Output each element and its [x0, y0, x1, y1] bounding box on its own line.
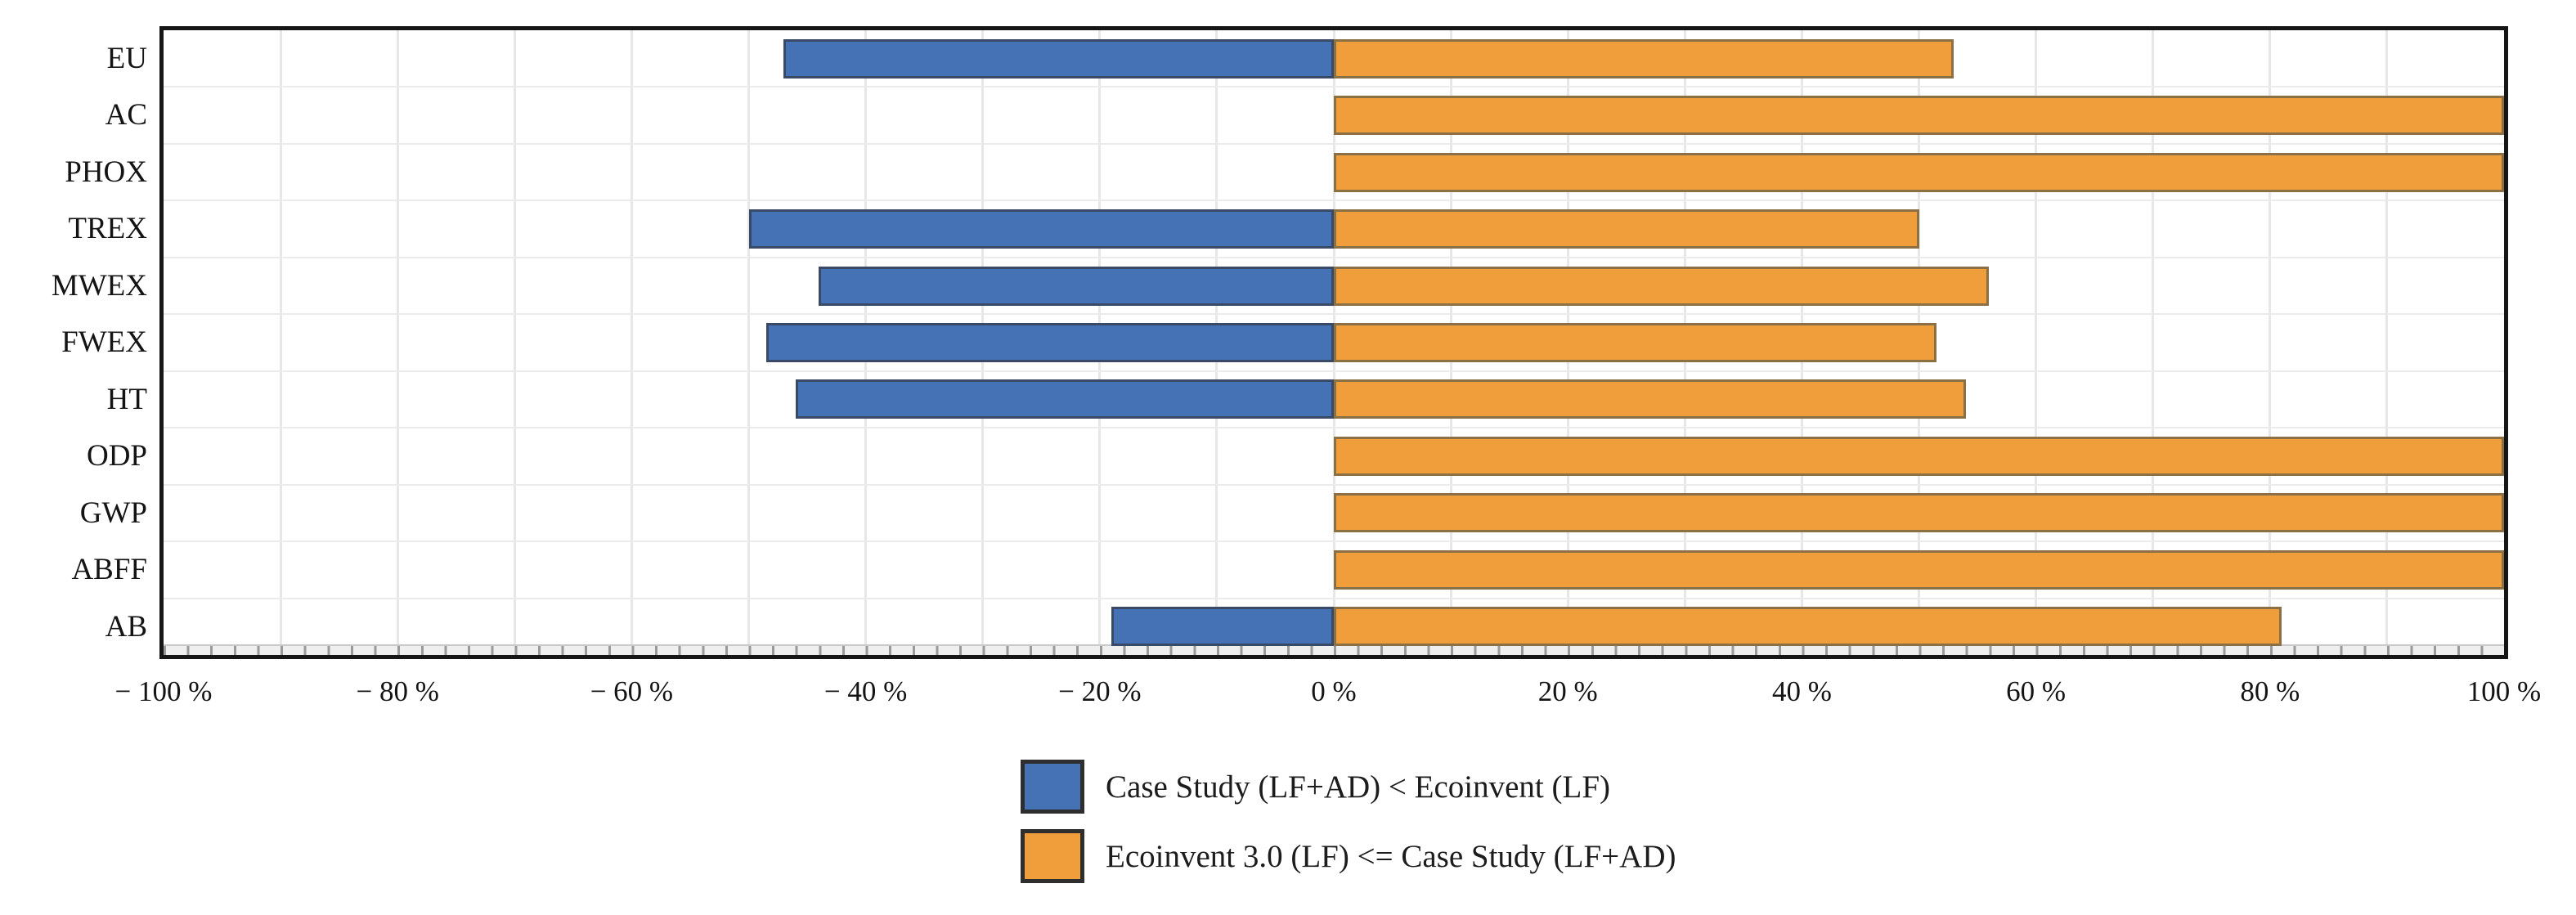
category-label-HT: HT: [106, 382, 147, 416]
x-tick-label-60: 60 %: [2006, 675, 2067, 707]
x-tick-label--20: − 20 %: [1058, 675, 1142, 707]
x-tick-label--60: − 60 %: [590, 675, 674, 707]
bar-positive-HT: [1334, 379, 1966, 419]
grid-line-horizontal: [164, 86, 2504, 88]
x-tick-label--80: − 80 %: [356, 675, 439, 707]
bar-positive-MWEX: [1334, 266, 1990, 306]
bar-negative-FWEX: [765, 323, 1334, 362]
category-label-AB: AB: [105, 609, 147, 644]
x-tick-label-40: 40 %: [1771, 675, 1832, 707]
plot-area: [164, 30, 2504, 655]
legend-label-orange: Ecoinvent 3.0 (LF) <= Case Study (LF+AD): [1106, 838, 1676, 874]
grid-line-horizontal: [164, 200, 2504, 202]
category-label-EU: EU: [106, 42, 147, 75]
grid-line-vertical: [2385, 30, 2389, 655]
category-label-FWEX: FWEX: [61, 325, 147, 360]
grid-line-horizontal: [164, 483, 2504, 486]
bar-positive-FWEX: [1334, 323, 1936, 362]
legend-item-case-study: Case Study (LF+AD) < Ecoinvent (LF): [1021, 756, 1610, 817]
bar-positive-AC: [1334, 96, 2504, 136]
grid-line-vertical: [513, 30, 516, 655]
bar-positive-PHOX: [1334, 152, 2504, 192]
x-tick-label-80: 80 %: [2240, 675, 2300, 707]
legend-label-blue: Case Study (LF+AD) < Ecoinvent (LF): [1106, 769, 1610, 805]
grid-line-horizontal: [164, 370, 2504, 372]
x-tick-label--40: − 40 %: [824, 675, 908, 707]
bar-positive-ODP: [1334, 436, 2504, 476]
bar-negative-HT: [795, 379, 1334, 419]
bar-positive-GWP: [1334, 493, 2504, 533]
bar-negative-AB: [1111, 607, 1334, 647]
category-label-PHOX: PHOX: [65, 155, 147, 189]
x-tick-label-100: 100 %: [2466, 675, 2542, 707]
grid-line-vertical: [2035, 30, 2038, 655]
x-tick-label-0: 0 %: [1311, 675, 1357, 707]
grid-line-vertical: [396, 30, 399, 655]
legend-swatch-orange: [1021, 829, 1084, 883]
bar-positive-AB: [1334, 607, 2282, 647]
bar-negative-EU: [783, 38, 1334, 78]
bar-positive-TREX: [1334, 209, 1919, 249]
grid-line-horizontal: [164, 256, 2504, 258]
category-label-ABFF: ABFF: [71, 553, 147, 587]
x-tick-label-20: 20 %: [1537, 675, 1598, 707]
category-label-MWEX: MWEX: [51, 268, 147, 303]
grid-line-vertical: [2269, 30, 2272, 655]
legend-item-ecoinvent: Ecoinvent 3.0 (LF) <= Case Study (LF+AD): [1021, 826, 1676, 886]
bar-negative-TREX: [748, 209, 1334, 249]
legend-swatch-blue: [1021, 760, 1084, 814]
category-label-GWP: GWP: [79, 496, 147, 530]
bar-positive-ABFF: [1334, 549, 2504, 590]
grid-line-vertical: [747, 30, 750, 655]
x-tick-label--100: − 100 %: [114, 675, 213, 707]
grid-line-vertical: [630, 30, 633, 655]
category-label-TREX: TREX: [68, 212, 147, 246]
grid-line-horizontal: [164, 313, 2504, 316]
bar-positive-EU: [1334, 38, 1954, 78]
bar-negative-MWEX: [819, 266, 1334, 306]
category-label-AC: AC: [105, 98, 147, 132]
grid-line-vertical: [2152, 30, 2155, 655]
plot-frame: [159, 26, 2508, 659]
grid-line-horizontal: [164, 597, 2504, 599]
grid-line-horizontal: [164, 427, 2504, 429]
grid-line-horizontal: [164, 540, 2504, 543]
category-label-ODP: ODP: [86, 439, 147, 473]
grid-line-horizontal: [164, 142, 2504, 145]
grid-line-vertical: [279, 30, 282, 655]
